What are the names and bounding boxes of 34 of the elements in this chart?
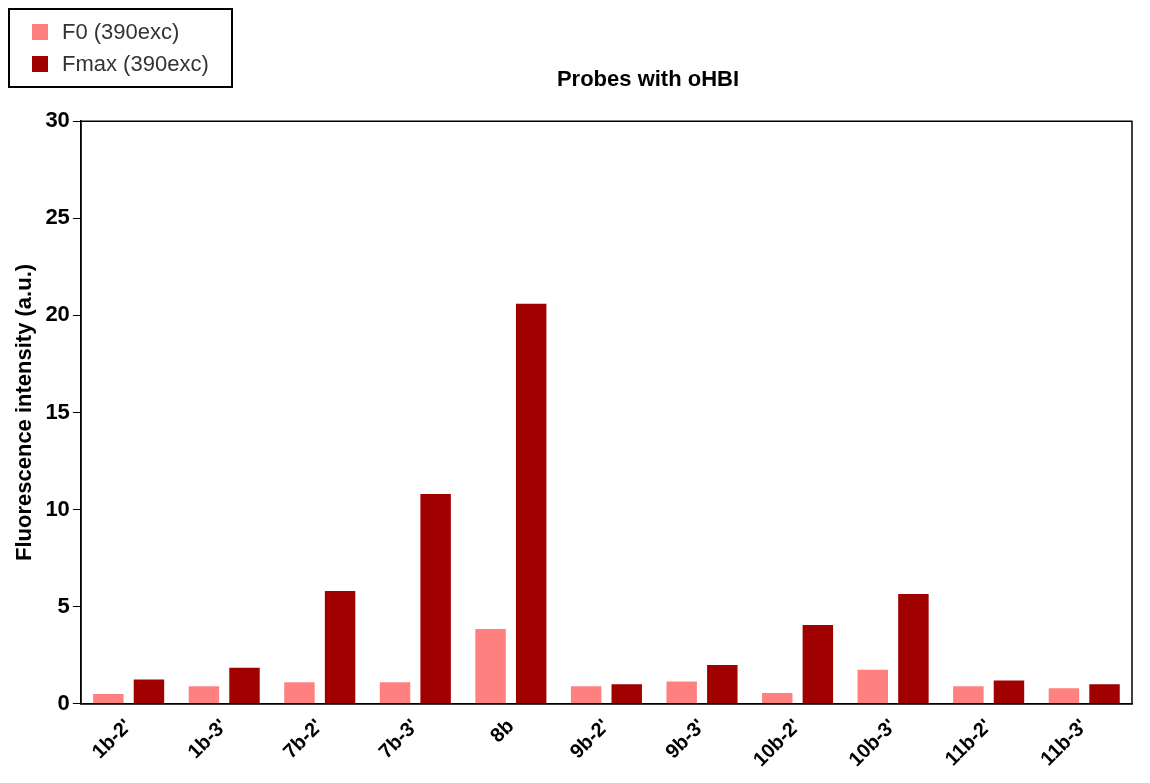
bar — [93, 694, 124, 704]
chart-title: Probes with oHBI — [555, 66, 741, 92]
bar — [707, 664, 738, 704]
y-tick-label: 5 — [57, 592, 70, 618]
bar — [1048, 688, 1080, 704]
y-tick-label: 10 — [45, 495, 70, 521]
bar — [188, 686, 220, 704]
bar — [1089, 684, 1120, 704]
bar — [475, 628, 506, 704]
legend-label: F0 (390exc) — [62, 18, 180, 46]
bar — [762, 693, 793, 704]
bar — [284, 682, 315, 704]
bar — [570, 686, 602, 704]
bar — [666, 681, 697, 704]
bar — [953, 686, 984, 704]
y-tick-label: 30 — [45, 107, 70, 133]
y-tick-label: 20 — [45, 301, 70, 327]
y-tick-label: 25 — [45, 204, 70, 230]
bar — [324, 591, 356, 704]
bar — [133, 679, 165, 704]
x-tick-label: 8b — [485, 714, 518, 747]
y-tick-label: 0 — [57, 689, 70, 715]
bar — [420, 494, 451, 704]
y-axis-title: Fluorescence intensity (a.u.) — [11, 263, 37, 561]
bar — [611, 684, 642, 704]
legend-label: Fmax (390exc) — [62, 50, 209, 78]
bar — [802, 625, 834, 704]
bar — [379, 682, 411, 704]
bar — [515, 303, 547, 704]
bar — [898, 594, 929, 704]
y-tick-label: 15 — [45, 398, 70, 424]
bar — [857, 669, 889, 704]
bar — [993, 680, 1025, 704]
bar — [229, 667, 260, 704]
